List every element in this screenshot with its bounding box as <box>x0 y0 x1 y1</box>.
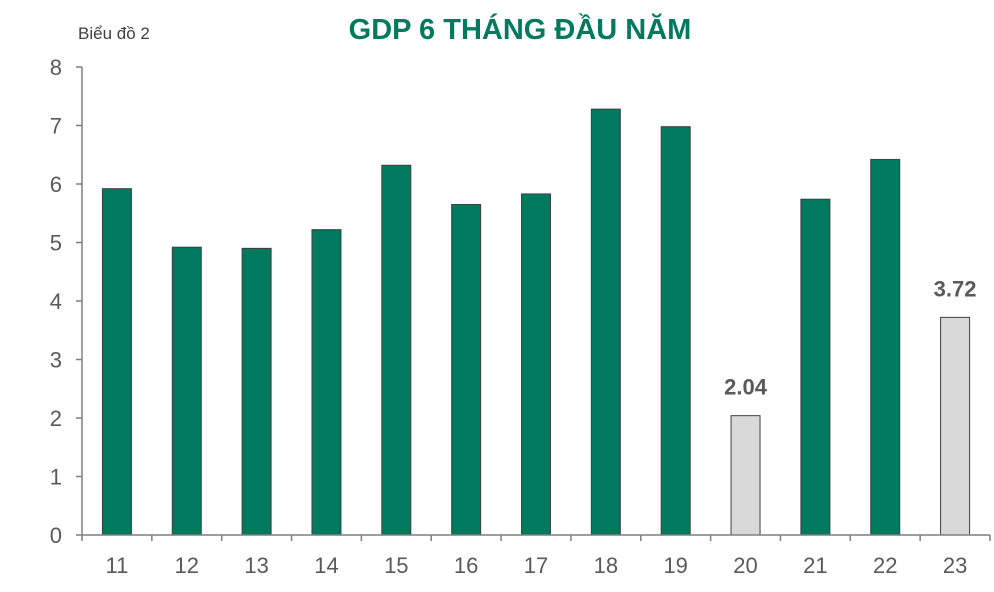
x-tick-label-19: 19 <box>663 553 687 578</box>
y-tick-label-8: 8 <box>50 55 62 80</box>
x-tick-label-12: 12 <box>175 553 199 578</box>
x-tick-label-11: 11 <box>106 553 129 578</box>
bar-23 <box>940 316 971 536</box>
data-label-23: 3.72 <box>934 276 977 301</box>
y-tick-label-6: 6 <box>50 172 62 197</box>
x-tick-label-14: 14 <box>314 553 338 578</box>
y-tick-label-3: 3 <box>50 348 62 373</box>
bar-12 <box>171 246 202 536</box>
bar-16 <box>451 203 482 536</box>
data-label-20: 2.04 <box>724 375 768 400</box>
bar-21 <box>800 198 831 536</box>
bar-11 <box>101 188 132 536</box>
bar-17 <box>521 193 551 536</box>
x-tick-label-13: 13 <box>244 553 268 578</box>
y-tick-label-0: 0 <box>50 523 62 548</box>
y-tick-label-7: 7 <box>50 114 62 139</box>
bar-14 <box>311 229 342 536</box>
bar-18 <box>590 108 621 536</box>
bar-13 <box>241 247 272 536</box>
y-tick-label-1: 1 <box>50 465 62 490</box>
x-tick-label-21: 21 <box>803 553 827 578</box>
y-tick-label-4: 4 <box>50 289 62 314</box>
y-tick-label-2: 2 <box>50 406 62 431</box>
bar-19 <box>660 126 691 536</box>
y-tick-label-5: 5 <box>50 231 62 256</box>
x-tick-label-22: 22 <box>873 553 897 578</box>
x-tick-label-23: 23 <box>943 553 967 578</box>
x-tick-label-15: 15 <box>384 553 408 578</box>
x-tick-label-16: 16 <box>454 553 478 578</box>
bar-20 <box>730 415 761 536</box>
x-tick-label-17: 17 <box>524 553 548 578</box>
chart-title: GDP 6 THÁNG ĐẦU NĂM <box>348 14 692 46</box>
chart-caption: Biểu đồ 2 <box>78 24 150 43</box>
x-tick-label-20: 20 <box>733 553 757 578</box>
x-tick-label-18: 18 <box>594 553 618 578</box>
bar-15 <box>381 164 412 536</box>
bar-22 <box>870 158 901 536</box>
